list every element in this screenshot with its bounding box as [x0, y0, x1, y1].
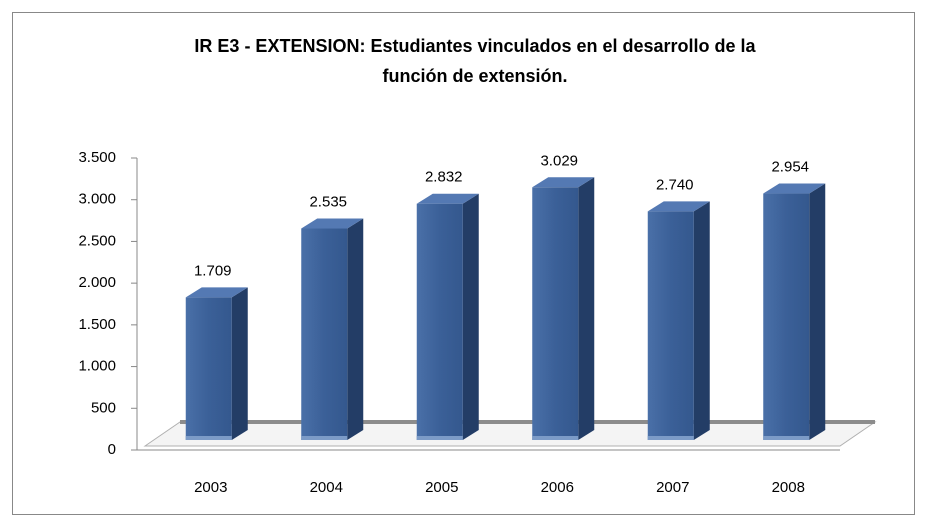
bar	[532, 187, 579, 440]
y-tick-label: 0	[108, 441, 116, 458]
data-label: 2.535	[309, 193, 347, 210]
data-label: 2.740	[656, 176, 694, 193]
bar-side	[462, 193, 479, 440]
data-label: 3.029	[540, 152, 578, 169]
x-tick-label: 2005	[425, 479, 458, 496]
bar-base	[301, 436, 348, 440]
y-tick-label: 500	[91, 399, 116, 416]
bar-base	[763, 436, 810, 440]
bar-top	[647, 201, 710, 212]
data-label: 1.709	[194, 262, 232, 279]
bar-top	[532, 177, 595, 188]
bar	[416, 203, 463, 440]
bar-side	[231, 287, 248, 440]
bar-side	[809, 183, 826, 440]
bar-side	[693, 201, 710, 440]
bar-side	[578, 177, 595, 440]
y-tick-label: 3.500	[78, 149, 116, 166]
data-label: 2.832	[425, 169, 463, 186]
bar-base	[532, 436, 579, 440]
bar	[301, 228, 348, 440]
y-tick-label: 3.000	[78, 191, 116, 208]
y-tick-label: 1.000	[78, 358, 116, 375]
data-label: 2.954	[771, 159, 809, 176]
y-tick-label: 1.500	[78, 316, 116, 333]
bar-base	[647, 436, 694, 440]
bar-top	[416, 193, 479, 204]
bar-top	[185, 287, 248, 298]
bar	[185, 297, 232, 440]
x-tick-label: 2003	[194, 479, 227, 496]
bar-top	[763, 183, 826, 194]
x-tick-label: 2006	[541, 479, 574, 496]
bar	[647, 211, 694, 440]
x-tick-label: 2007	[656, 479, 689, 496]
chart-title: función de extensión.	[382, 66, 567, 86]
bar-base	[416, 436, 463, 440]
bar-top	[301, 218, 364, 229]
x-tick-label: 2004	[310, 479, 343, 496]
bar-base	[185, 436, 232, 440]
bar	[763, 193, 810, 440]
y-tick-label: 2.500	[78, 232, 116, 249]
chart-title: IR E3 - EXTENSION: Estudiantes vinculado…	[194, 36, 756, 56]
bar-side	[347, 218, 364, 440]
y-tick-label: 2.000	[78, 274, 116, 291]
x-tick-label: 2008	[772, 479, 805, 496]
